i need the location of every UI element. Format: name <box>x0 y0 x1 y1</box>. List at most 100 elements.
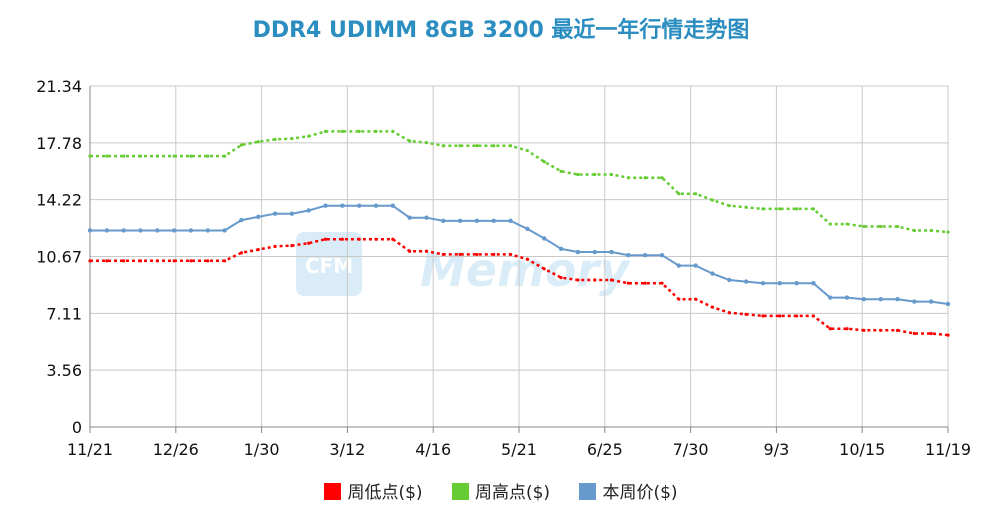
data-point <box>558 246 564 252</box>
data-point <box>592 249 597 255</box>
data-point <box>525 148 530 153</box>
legend-item-low[interactable]: 周低点($) <box>324 478 423 503</box>
data-point <box>289 211 295 216</box>
data-point <box>273 244 277 249</box>
x-axis-ticks: 11/21 12/26 1/30 3/12 4/16 5/21 6/25 7/30 9/3 10/… <box>67 440 971 459</box>
data-point <box>256 140 260 144</box>
data-point <box>794 207 799 211</box>
data-point <box>340 203 345 208</box>
x-tick-label: 9/3 <box>764 440 790 459</box>
data-point <box>878 296 883 302</box>
data-point <box>105 154 109 158</box>
data-point <box>189 259 193 263</box>
data-point <box>475 144 479 148</box>
data-point <box>458 144 462 148</box>
data-point <box>912 331 916 336</box>
data-point <box>946 333 950 337</box>
data-point <box>744 205 748 209</box>
data-point <box>239 217 244 223</box>
data-point <box>508 144 513 148</box>
data-point <box>895 224 900 229</box>
data-point <box>290 244 294 248</box>
data-point <box>155 154 159 158</box>
data-point <box>626 176 630 180</box>
data-point <box>239 251 244 255</box>
data-point <box>138 228 143 233</box>
data-point <box>408 139 412 143</box>
legend-label-high: 周高点($) <box>474 483 551 503</box>
data-point <box>677 192 681 196</box>
data-point <box>643 281 647 285</box>
data-point <box>172 259 176 263</box>
data-point <box>323 203 328 208</box>
y-tick-label: 3.56 <box>46 361 82 380</box>
y-tick-label: 7.11 <box>46 304 82 323</box>
data-point <box>677 297 681 301</box>
series-line <box>90 204 949 305</box>
data-point <box>256 248 260 252</box>
chart-title: DDR4 UDIMM 8GB 3200 最近一年行情走势图 <box>252 18 750 43</box>
data-point <box>256 214 261 220</box>
data-point <box>895 328 900 332</box>
watermark: CFM Memory <box>296 232 631 297</box>
data-point <box>879 328 883 332</box>
data-point <box>104 228 110 233</box>
data-point <box>626 253 631 258</box>
data-point <box>323 129 328 133</box>
y-tick-label: 21.34 <box>36 77 82 96</box>
data-point <box>390 203 396 208</box>
data-point <box>307 134 311 138</box>
x-tick-label: 12/26 <box>153 440 199 459</box>
legend-item-high[interactable]: 周高点($) <box>451 478 551 503</box>
data-point <box>205 228 210 233</box>
data-point <box>492 144 496 148</box>
data-point <box>542 160 546 164</box>
data-point <box>508 252 513 257</box>
data-point <box>189 154 193 158</box>
y-tick-label: 10.67 <box>36 248 82 267</box>
data-point <box>88 259 92 263</box>
series-group <box>87 129 951 337</box>
data-point <box>88 154 92 158</box>
data-point <box>239 143 244 147</box>
data-point <box>794 314 799 318</box>
data-point <box>946 230 950 234</box>
data-point <box>222 228 227 233</box>
line-chart: CFM Memory 0 3.56 7.11 10.67 14.22 17.78 21.34… <box>36 77 971 459</box>
data-point <box>491 218 496 224</box>
x-tick-label: 11/21 <box>67 440 113 459</box>
x-tick-label: 7/30 <box>673 440 709 459</box>
data-point <box>87 228 93 233</box>
data-point <box>492 252 496 257</box>
legend-swatch-low <box>324 483 342 500</box>
series-line <box>90 130 949 234</box>
data-point <box>155 228 160 233</box>
x-tick-label: 6/25 <box>587 440 623 459</box>
legend-label-price: 本周价($) <box>602 483 678 503</box>
data-point <box>609 278 614 282</box>
data-point <box>912 299 917 304</box>
data-point <box>743 279 749 284</box>
data-point <box>542 267 546 271</box>
data-point <box>441 218 446 224</box>
data-point <box>828 222 832 226</box>
data-point <box>710 271 715 276</box>
data-point <box>508 218 513 224</box>
data-point <box>727 311 731 315</box>
data-point <box>306 208 311 213</box>
legend-item-price[interactable]: 本周价($) <box>579 478 678 503</box>
data-point <box>356 203 362 208</box>
data-point <box>222 259 227 263</box>
data-point <box>811 207 816 211</box>
data-point <box>778 314 782 318</box>
data-point <box>441 252 445 257</box>
data-point <box>693 263 698 268</box>
data-point <box>576 278 580 282</box>
x-tick-label: 3/12 <box>329 440 365 459</box>
data-point <box>105 259 109 263</box>
data-point <box>794 280 799 286</box>
data-point <box>307 241 311 245</box>
watermark-logo-text: CFM <box>305 254 353 278</box>
data-point <box>340 129 344 133</box>
data-point <box>374 237 378 241</box>
